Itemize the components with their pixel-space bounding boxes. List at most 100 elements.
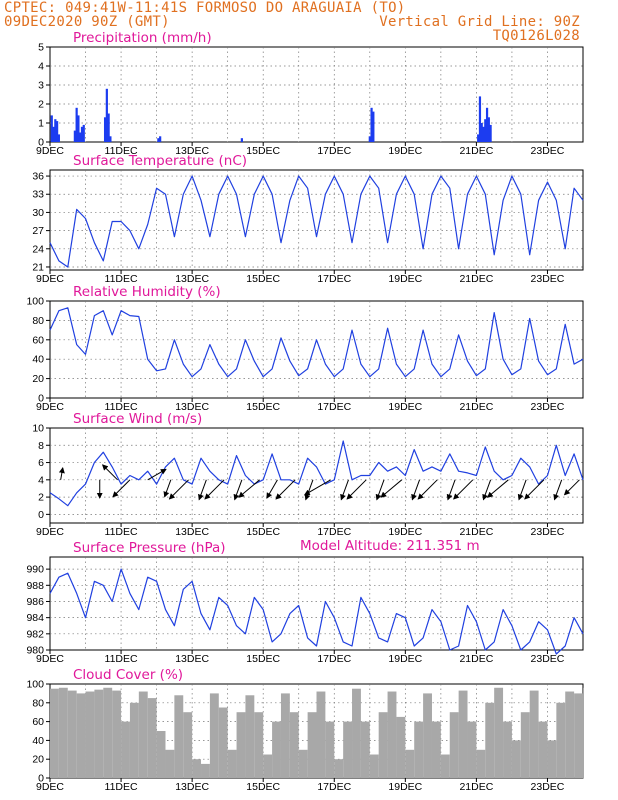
cloud-xtick-label: 11DEC: [105, 781, 138, 793]
wind-arrow: [453, 479, 474, 500]
precip-bar: [487, 117, 490, 142]
precip-ytick-label: 0: [38, 137, 44, 149]
pressure-ytick-label: 990: [26, 564, 44, 576]
precip-bar: [482, 126, 485, 142]
pressure-xtick-label: 19DEC: [388, 653, 422, 665]
temp-ytick-label: 30: [32, 207, 44, 219]
cloud-ytick-label: 20: [32, 754, 44, 766]
pressure-xtick-label: 21DEC: [459, 653, 493, 665]
cloud-xtick-label: 9DEC: [36, 781, 64, 793]
cloud-xtick-label: 23DEC: [531, 781, 565, 793]
cloud-bar: [414, 721, 424, 778]
precip-xtick-label: 19DEC: [388, 145, 422, 157]
temp-xtick-label: 11DEC: [105, 273, 138, 285]
cloud-bar: [245, 695, 255, 778]
cloud-bar: [494, 687, 504, 778]
precip-bar: [103, 117, 107, 142]
pressure-xtick-label: 13DEC: [175, 653, 209, 665]
cloud-bar: [67, 690, 77, 778]
precip-bar: [79, 132, 82, 142]
cloud-bar: [272, 721, 281, 778]
temp-series-line: [49, 175, 584, 268]
rh-xtick-label: 11DEC: [105, 401, 138, 413]
cloud-xtick-label: 21DEC: [459, 781, 493, 793]
cloud-bar: [369, 754, 379, 778]
pressure-xtick-label: 9DEC: [36, 653, 64, 665]
header-line1: CPTEC: 049:41W-11:41S FORMOSO DO ARAGUAI…: [4, 0, 406, 16]
cloud-bar: [156, 731, 166, 778]
wind-ytick-label: 10: [32, 423, 44, 435]
cloud-ytick-label: 80: [32, 697, 44, 709]
wind-ytick-label: 0: [38, 509, 44, 521]
wind-arrow: [340, 479, 349, 501]
cloud-xtick-label: 13DEC: [175, 781, 209, 793]
cloud-xtick-label: 17DEC: [317, 781, 351, 793]
precip-bar: [489, 124, 492, 142]
precip-bar: [157, 138, 160, 142]
precip-bar: [52, 126, 55, 142]
wind-arrow: [524, 479, 545, 500]
cloud-bar: [147, 698, 157, 778]
cloud-bar: [121, 721, 130, 778]
cloud-bar: [423, 693, 432, 778]
precip-bar: [480, 123, 483, 142]
wind-title: Surface Wind (m/s): [73, 411, 202, 427]
wind-xtick-label: 21DEC: [459, 526, 493, 538]
pressure-ytick-label: 986: [26, 596, 44, 608]
cloud-bar: [138, 691, 148, 778]
rh-ytick-label: 20: [32, 373, 44, 385]
cloud-bar: [538, 721, 548, 778]
wind-series-line: [49, 440, 584, 507]
wind-arrow: [486, 479, 509, 498]
wind-arrow: [346, 479, 367, 500]
precip-bar: [107, 113, 110, 142]
cloud-bar: [583, 687, 584, 778]
temp-xtick-label: 19DEC: [388, 273, 422, 285]
wind-arrow: [517, 479, 527, 501]
cloud-bar: [112, 690, 122, 778]
wind-ytick-label: 6: [38, 457, 44, 469]
wind-xtick-label: 13DEC: [175, 526, 209, 538]
wind-arrow: [411, 479, 421, 501]
precip-xtick-label: 11DEC: [105, 145, 138, 157]
wind-arrow: [112, 479, 131, 498]
cloud-ytick-label: 60: [32, 716, 44, 728]
precip-xtick-label: 9DEC: [36, 145, 64, 157]
cloud-ytick-label: 100: [26, 679, 44, 691]
model-altitude-label: Model Altitude: 211.351 m: [300, 538, 480, 554]
pressure-title: Surface Pressure (hPa): [73, 540, 226, 556]
header-line3-right: TQ0126L028: [492, 28, 580, 44]
cloud-bar: [405, 749, 415, 778]
temp-ytick-label: 27: [32, 225, 44, 237]
wind-frame: [49, 427, 584, 524]
wind-xtick-label: 15DEC: [246, 526, 280, 538]
rh-ytick-label: 40: [32, 354, 44, 366]
cloud-bar: [85, 691, 95, 778]
wind-ytick-label: 4: [38, 474, 44, 486]
cloud-bar: [227, 749, 237, 778]
pressure-xtick-label: 17DEC: [317, 653, 351, 665]
precip-bar: [77, 115, 80, 142]
cloud-bar: [289, 712, 299, 778]
cloud-bar: [129, 702, 139, 778]
cloud-bar: [520, 712, 530, 778]
cloud-bar: [334, 759, 344, 778]
wind-arrow: [482, 479, 492, 501]
precip-bar: [240, 138, 243, 142]
rh-ytick-label: 100: [26, 296, 44, 308]
cloud-bar: [378, 712, 388, 778]
header-line2-left: 09DEC2020 90Z (GMT): [4, 14, 170, 30]
pressure-ytick-label: 984: [26, 612, 44, 624]
precip-frame: [49, 46, 584, 143]
pressure-xtick-label: 23DEC: [531, 653, 565, 665]
rh-series-line: [49, 307, 584, 378]
wind-arrow: [204, 479, 225, 500]
precip-ytick-label: 5: [38, 42, 44, 54]
temp-xtick-label: 17DEC: [317, 273, 351, 285]
rh-ytick-label: 0: [38, 393, 44, 405]
precip-bar: [484, 119, 487, 142]
cloud-bar: [201, 763, 210, 778]
cloud-bar: [503, 721, 512, 778]
cloud-bar: [307, 712, 317, 778]
cloud-bar: [431, 721, 441, 778]
